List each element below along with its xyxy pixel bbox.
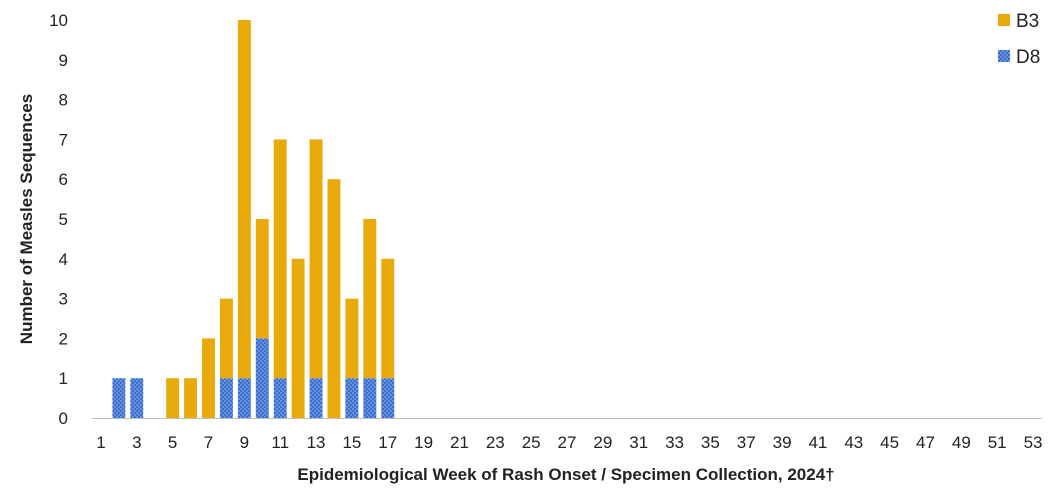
y-tick-label: 1 (59, 369, 68, 388)
x-tick-label: 43 (844, 433, 863, 452)
bar-b3-week-11 (273, 139, 287, 379)
bar-b3-week-14 (327, 179, 341, 418)
x-tick-label: 41 (808, 433, 827, 452)
x-tick-label: 49 (952, 433, 971, 452)
x-tick-label: 45 (880, 433, 899, 452)
legend-swatch-b3 (998, 14, 1010, 26)
bar-d8-week-11 (273, 378, 287, 418)
bar-d8-week-15 (345, 378, 359, 418)
legend-swatch-d8 (998, 50, 1010, 62)
x-tick-label: 23 (486, 433, 505, 452)
y-tick-label: 5 (59, 210, 68, 229)
y-axis-title: Number of Measles Sequences (17, 94, 36, 344)
x-tick-label: 27 (558, 433, 577, 452)
bar-d8-week-10 (255, 338, 269, 418)
legend: B3 D8 (998, 11, 1040, 68)
bars (112, 20, 395, 418)
x-tick-label: 5 (168, 433, 177, 452)
x-tick-label: 3 (132, 433, 141, 452)
bar-b3-week-10 (255, 219, 269, 339)
x-tick-label: 51 (988, 433, 1007, 452)
x-tick-label: 15 (342, 433, 361, 452)
x-tick-label: 17 (378, 433, 397, 452)
x-tick-label: 21 (450, 433, 469, 452)
x-tick-label: 47 (916, 433, 935, 452)
x-tick-label: 11 (271, 433, 289, 452)
x-axis-ticks: 1 3 5 7 9 11 13 15 17 19 21 23 25 27 29 31 33 35 37 39 41 43 4… (96, 433, 1042, 452)
legend-label-b3: B3 (1016, 11, 1039, 32)
x-axis-title: Epidemiological Week of Rash Onset / Spe… (297, 465, 834, 484)
x-tick-label: 31 (629, 433, 648, 452)
x-tick-label: 25 (522, 433, 541, 452)
bar-d8-week-2 (112, 378, 126, 418)
y-axis-ticks: 0 1 2 3 4 5 6 7 8 9 10 (49, 11, 68, 428)
x-tick-label: 29 (593, 433, 612, 452)
bar-b3-week-12 (291, 258, 305, 418)
y-tick-label: 6 (59, 170, 68, 189)
x-tick-label: 53 (1024, 433, 1043, 452)
legend-label-d8: D8 (1016, 47, 1040, 68)
y-tick-label: 7 (59, 130, 68, 149)
bar-b3-week-16 (363, 219, 377, 379)
bar-b3-week-5 (166, 378, 180, 418)
bar-d8-week-8 (219, 378, 233, 418)
bar-b3-week-6 (184, 378, 198, 418)
x-tick-label: 37 (737, 433, 756, 452)
bar-b3-week-7 (202, 338, 215, 418)
bar-b3-week-17 (381, 258, 395, 379)
x-tick-label: 33 (665, 433, 684, 452)
y-tick-label: 4 (59, 250, 68, 269)
y-tick-label: 2 (59, 329, 68, 348)
bar-d8-week-17 (381, 378, 395, 418)
bar-d8-week-13 (309, 378, 323, 418)
x-tick-label: 35 (701, 433, 720, 452)
y-tick-label: 9 (59, 51, 68, 70)
y-tick-label: 3 (59, 290, 68, 309)
x-tick-label: 13 (307, 433, 326, 452)
bar-b3-week-15 (345, 298, 359, 379)
bar-b3-week-13 (309, 139, 323, 379)
bar-d8-week-16 (363, 378, 377, 418)
bar-d8-week-9 (237, 378, 251, 418)
x-tick-label: 39 (773, 433, 792, 452)
bar-d8-week-3 (130, 378, 144, 418)
x-tick-label: 1 (96, 433, 105, 452)
y-tick-label: 10 (49, 11, 68, 30)
x-tick-label: 19 (414, 433, 433, 452)
bar-b3-week-9 (237, 20, 251, 379)
x-tick-label: 9 (240, 433, 249, 452)
bar-b3-week-8 (219, 298, 233, 379)
x-tick-label: 7 (204, 433, 213, 452)
y-tick-label: 0 (59, 409, 68, 428)
y-tick-label: 8 (59, 91, 68, 110)
